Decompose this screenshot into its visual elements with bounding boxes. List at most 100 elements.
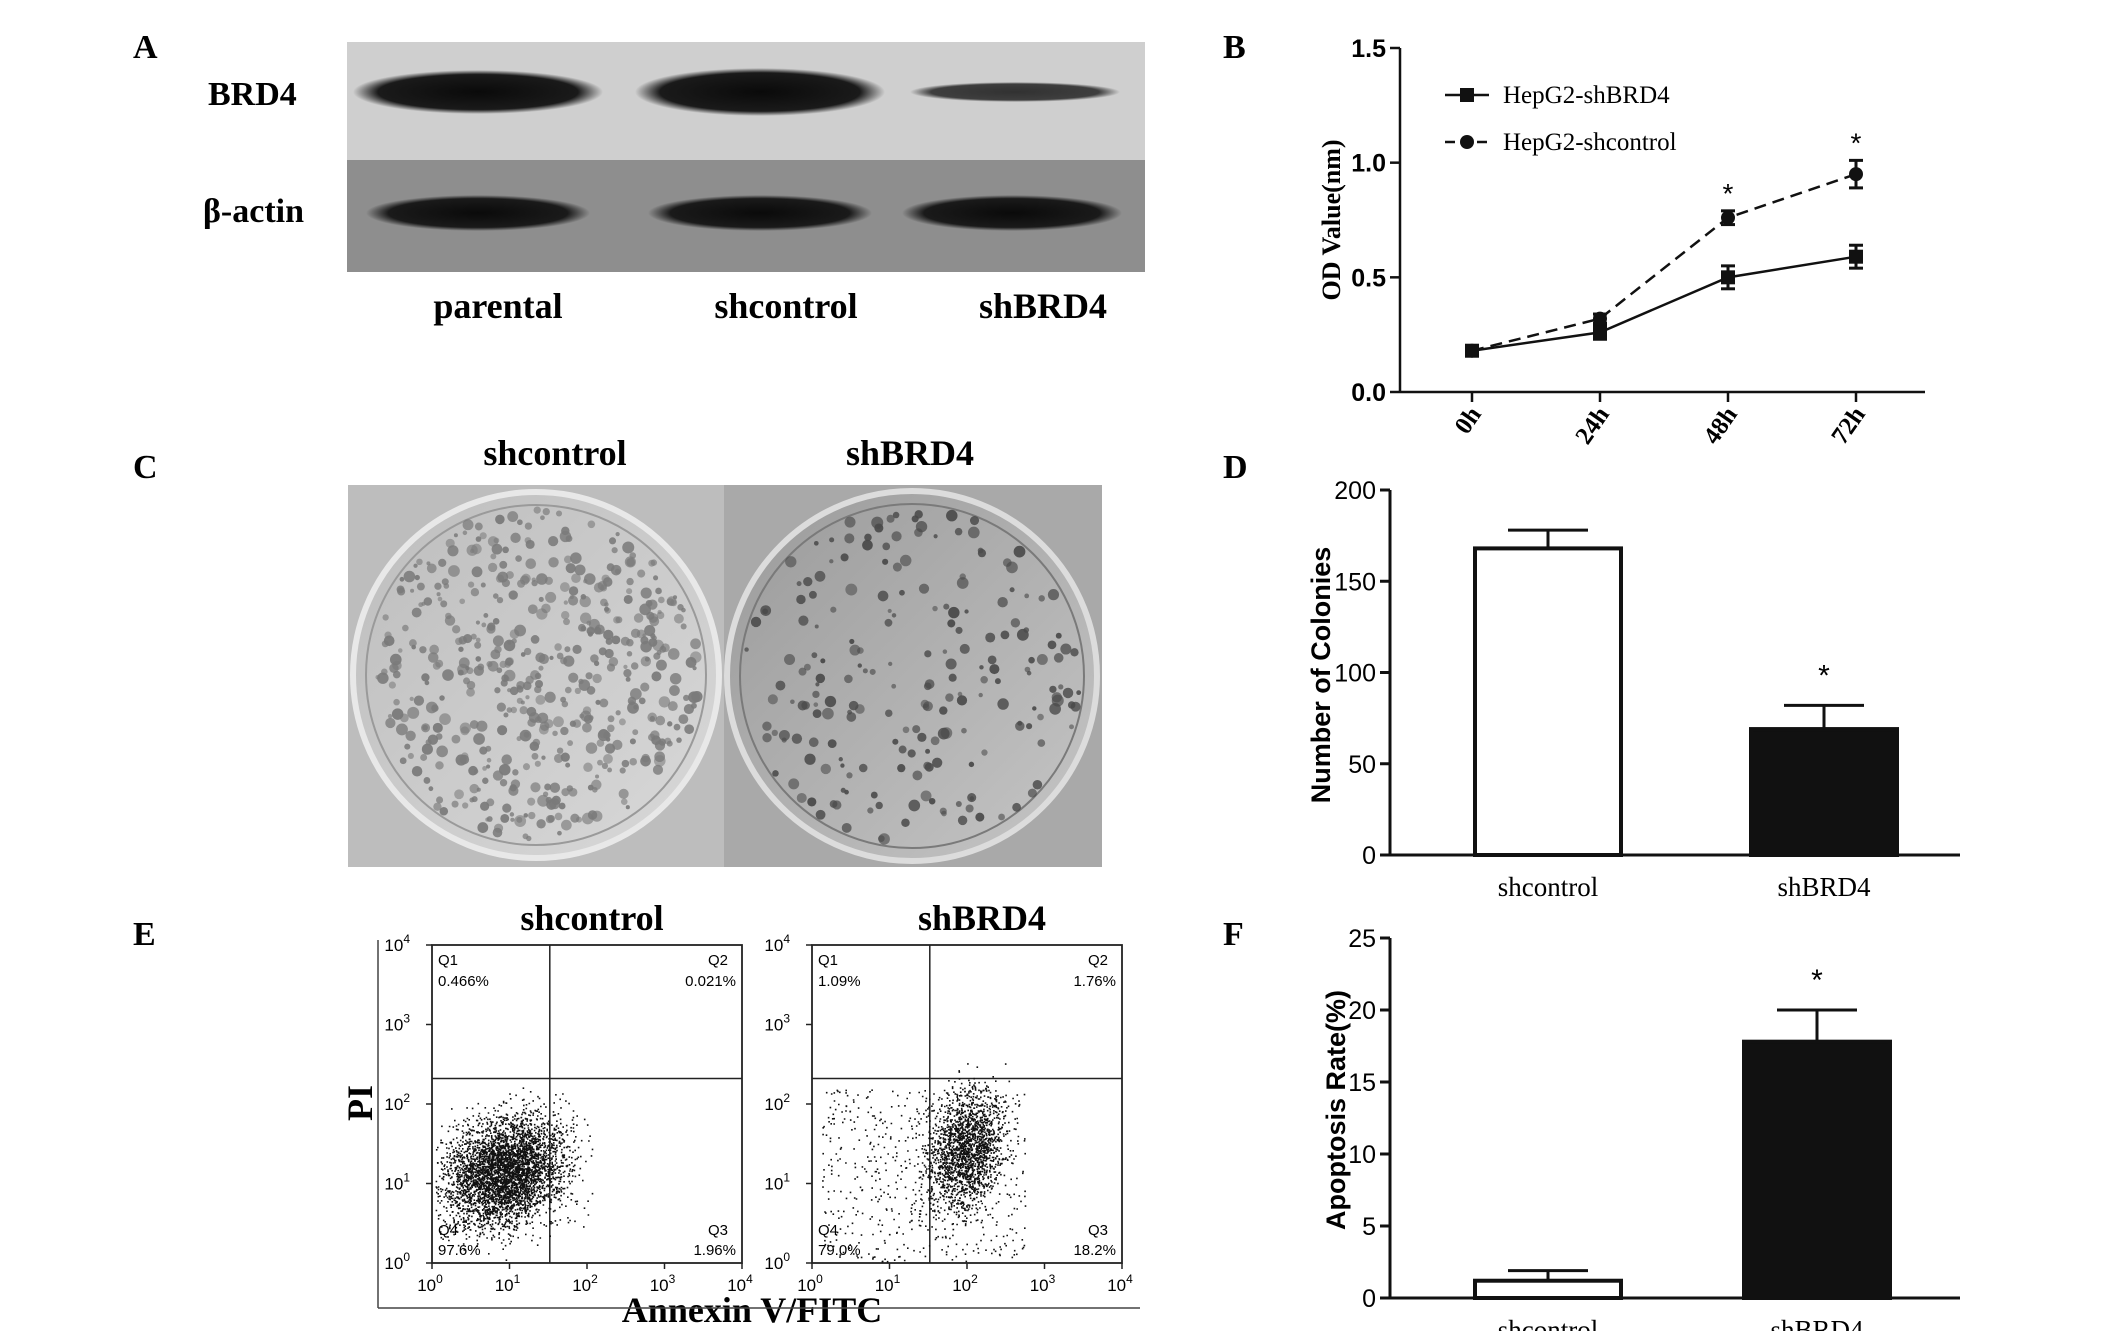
shcontrol-colony-dot: [567, 740, 574, 746]
shcontrol-colony-dot: [426, 563, 437, 574]
shbrd4-colony-dot: [946, 509, 958, 522]
flow-y-axis-label: PI: [340, 1085, 380, 1121]
shcontrol-colony-dot: [462, 530, 468, 536]
shbrd4-colony-dot: [815, 809, 826, 820]
panel-e-letter: E: [133, 916, 156, 953]
shbrd4-colony-dot: [767, 694, 778, 705]
chart-d-bar-shbrd4: [1749, 727, 1899, 858]
shcontrol-colony-dot: [516, 685, 522, 690]
shcontrol-colony-dot: [531, 579, 538, 587]
flow-y-tick-label: 100: [764, 1250, 790, 1273]
shcontrol-colony-dot: [590, 654, 599, 663]
shcontrol-colony-dot: [385, 717, 396, 729]
shcontrol-colony-dot: [541, 603, 551, 614]
shcontrol-colony-dot: [576, 816, 583, 823]
shbrd4-colony-dot: [932, 757, 943, 768]
shcontrol-colony-dot: [563, 600, 568, 605]
shcontrol-colony-dot: [588, 715, 594, 721]
shcontrol-colony-dot: [544, 783, 552, 791]
shbrd4-colony-dot: [923, 701, 933, 712]
shbrd4-colony-dot: [957, 691, 963, 697]
shcontrol-colony-dot: [625, 805, 630, 810]
shcontrol-colony-dot: [499, 560, 508, 569]
shbrd4-colony-dot: [955, 626, 963, 634]
shbrd4-colony-dot: [1012, 802, 1022, 812]
shbrd4-colony-dot: [1076, 690, 1082, 696]
panel-a: A BRD4 β-actin parental shcontrol shBRD4: [133, 29, 1145, 326]
shbrd4-colony-dot: [942, 649, 948, 654]
shcontrol-colony-dot: [508, 785, 519, 796]
shbrd4-colony-dot: [750, 616, 762, 628]
shbrd4-colony-dot: [798, 615, 809, 626]
shcontrol-colony-dot: [435, 761, 444, 770]
shcontrol-colony-dot: [560, 726, 569, 736]
shcontrol-colony-dot: [469, 720, 479, 729]
shcontrol-colony-dot: [439, 806, 449, 816]
shcontrol-colony-dot: [627, 701, 639, 714]
shcontrol-colony-dot: [433, 802, 442, 811]
shcontrol-colony-dot: [421, 743, 433, 755]
shcontrol-colony-dot: [659, 645, 667, 653]
shcontrol-colony-dot: [640, 656, 652, 667]
shcontrol-colony-dot: [623, 594, 633, 604]
shcontrol-colony-dot: [480, 582, 486, 588]
flow-q2-label: Q2: [1088, 952, 1108, 969]
chart-d-y-tick-label: 50: [1348, 751, 1376, 779]
shcontrol-colony-dot: [377, 672, 389, 684]
chart-b-x-tick-label: 0h: [1450, 402, 1487, 439]
shcontrol-colony-dot: [608, 537, 617, 545]
shcontrol-colony-dot: [619, 767, 626, 774]
shcontrol-colony-dot: [621, 759, 630, 768]
shbrd4-colony-dot: [945, 658, 957, 670]
shcontrol-colony-dot: [457, 669, 464, 676]
chart-b-legend-label: HepG2-shcontrol: [1503, 129, 1677, 156]
shbrd4-colony-dot: [1027, 788, 1037, 798]
shcontrol-colony-dot: [655, 587, 662, 595]
shcontrol-colony-dot: [403, 570, 416, 583]
shcontrol-colony-dot: [683, 694, 690, 702]
shcontrol-colony-dot: [556, 652, 564, 660]
shcontrol-colony-dot: [438, 558, 447, 568]
flow-x-tick-exponent: 4: [1126, 1272, 1133, 1286]
shbrd4-colony-dot: [1058, 684, 1064, 690]
shbrd4-colony-dot: [969, 516, 980, 526]
shcontrol-colony-dot: [509, 686, 519, 696]
band-brd4-shbrd4: [910, 82, 1120, 102]
shcontrol-colony-dot: [496, 667, 503, 674]
colonies-shbrd4: [744, 509, 1082, 845]
shcontrol-colony-dot: [388, 681, 396, 689]
shbrd4-colony-dot: [1069, 724, 1074, 730]
flow-y-tick-exponent: 1: [783, 1171, 790, 1185]
band-actin-parental: [366, 195, 590, 231]
shbrd4-colony-dot: [845, 583, 858, 596]
shcontrol-colony-dot: [654, 751, 665, 763]
chart-f-y-tick-label: 15: [1348, 1069, 1376, 1097]
shcontrol-colony-dot: [538, 596, 544, 602]
shcontrol-colony-dot: [496, 702, 506, 712]
chart-d-y-tick-label: 200: [1334, 477, 1376, 505]
shbrd4-colony-dot: [1037, 739, 1046, 747]
shcontrol-colony-dot: [458, 646, 464, 652]
shbrd4-colony-dot: [948, 606, 960, 619]
chart-d-bar-shcontrol: [1473, 546, 1623, 858]
shcontrol-colony-dot: [558, 802, 566, 810]
shbrd4-colony-dot: [762, 608, 769, 615]
petri-dish-shbrd4: [724, 488, 1100, 864]
shcontrol-colony-dot: [667, 648, 680, 660]
shcontrol-colony-dot: [492, 618, 500, 625]
shbrd4-colony-dot: [930, 736, 940, 746]
shcontrol-colony-dot: [584, 573, 596, 585]
shcontrol-colony-dot: [404, 743, 411, 750]
shcontrol-colony-dot: [437, 596, 443, 602]
chart-f-y-tick-label: 10: [1348, 1141, 1376, 1169]
shcontrol-colony-dot: [587, 631, 593, 637]
shcontrol-colony-dot: [563, 618, 570, 626]
shbrd4-colony-dot: [987, 655, 997, 665]
shcontrol-colony-dot: [629, 757, 637, 766]
shcontrol-colony-dot: [486, 624, 496, 634]
shcontrol-colony-dot: [561, 526, 570, 536]
shcontrol-colony-dot: [423, 597, 433, 606]
shcontrol-colony-dot: [482, 777, 489, 784]
shbrd4-colony-dot: [1015, 721, 1025, 731]
shcontrol-colony-dot: [463, 677, 471, 685]
